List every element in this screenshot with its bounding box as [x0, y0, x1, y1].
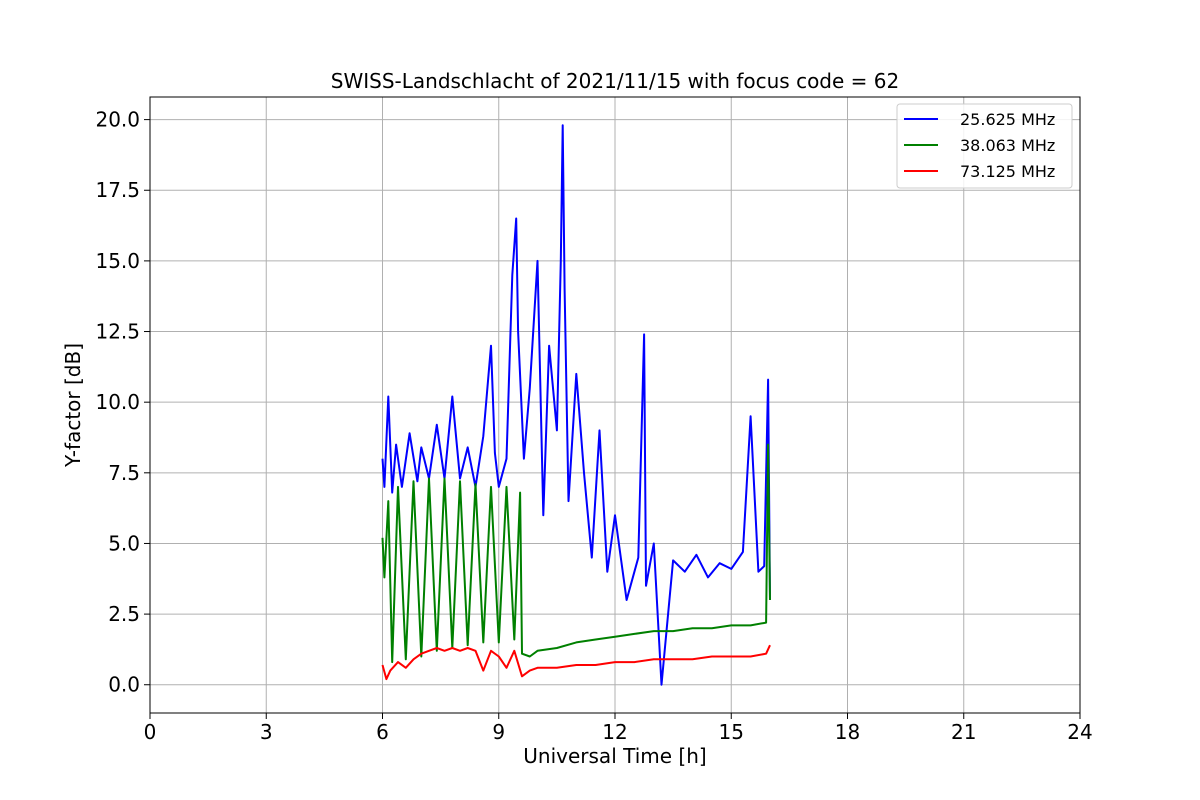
legend: 25.625 MHz 38.063 MHz 73.125 MHz — [896, 103, 1073, 189]
x-tick-label: 6 — [376, 720, 389, 744]
series-line-1 — [381, 443, 771, 664]
x-axis-label: Universal Time [h] — [523, 744, 706, 768]
y-tick-label: 15.0 — [95, 249, 140, 273]
chart-title: SWISS-Landschlacht of 2021/11/15 with fo… — [331, 69, 899, 93]
y-tick-label: 5.0 — [108, 531, 140, 555]
y-axis-label: Y-factor [dB] — [61, 343, 85, 468]
x-tick-label: 9 — [492, 720, 505, 744]
y-tick-label: 12.5 — [95, 320, 140, 344]
legend-label: 38.063 MHz — [960, 136, 1055, 155]
x-tick-label: 18 — [835, 720, 860, 744]
plot-lines — [381, 124, 771, 686]
y-tick-label: 0.0 — [108, 673, 140, 697]
series-line-0 — [381, 124, 771, 686]
x-tick-label: 3 — [260, 720, 273, 744]
x-tick-label: 24 — [1067, 720, 1092, 744]
legend-box — [896, 103, 1073, 189]
legend-label: 25.625 MHz — [960, 110, 1055, 129]
x-tick-label: 15 — [719, 720, 744, 744]
y-tick-label: 20.0 — [95, 108, 140, 132]
y-tick-label: 10.0 — [95, 390, 140, 414]
y-tick-label: 7.5 — [108, 461, 140, 485]
axis-ticks: 0 3 6 9 12 15 18 21 24 0.0 2.5 5.0 7.5 10.0 12.5 15.0 17… — [95, 108, 1092, 744]
series-line-2 — [381, 644, 771, 681]
x-tick-label: 12 — [602, 720, 627, 744]
legend-label: 73.125 MHz — [960, 162, 1055, 181]
x-tick-label: 0 — [144, 720, 157, 744]
x-tick-label: 21 — [951, 720, 976, 744]
y-tick-label: 2.5 — [108, 602, 140, 626]
y-tick-label: 17.5 — [95, 178, 140, 202]
